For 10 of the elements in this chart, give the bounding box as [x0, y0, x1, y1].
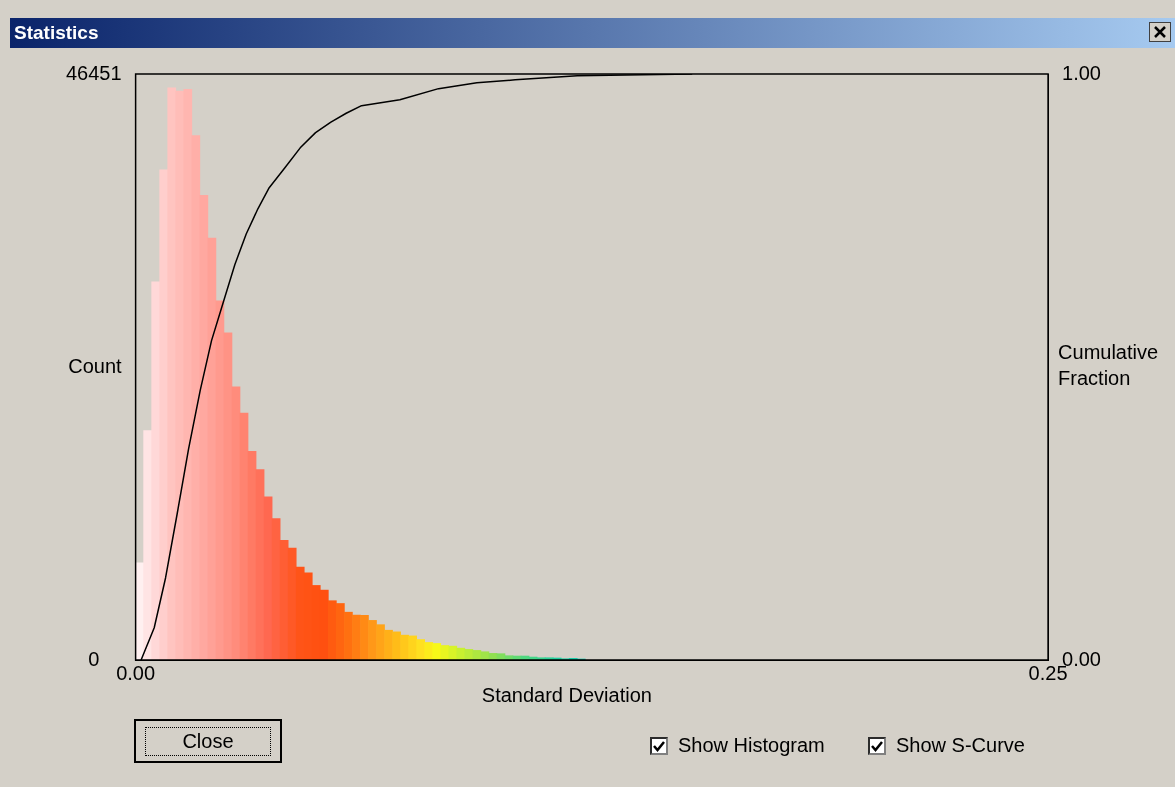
x-axis-title: Standard Deviation: [481, 683, 652, 706]
text: Close: [145, 726, 271, 756]
y2-tick-label: 1.00: [1062, 61, 1102, 84]
y-axis-title: Count: [68, 354, 123, 377]
text: Show S-Curve: [896, 734, 1025, 757]
y-tick-label: 46451: [66, 61, 122, 84]
text: Show Histogram: [678, 734, 825, 757]
y-tick-label: 0: [88, 647, 100, 670]
chart-title: Statistics: [14, 22, 99, 44]
y2-axis-title: Cumulative Fraction: [1058, 340, 1159, 389]
